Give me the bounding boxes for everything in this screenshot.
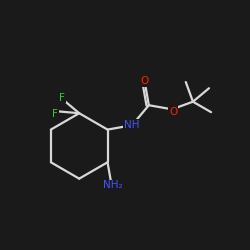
Text: O: O (169, 107, 177, 117)
Text: NH₂: NH₂ (103, 180, 123, 190)
Text: O: O (141, 76, 149, 86)
Text: F: F (59, 92, 65, 102)
Text: F: F (52, 109, 58, 119)
Text: NH: NH (124, 120, 140, 130)
